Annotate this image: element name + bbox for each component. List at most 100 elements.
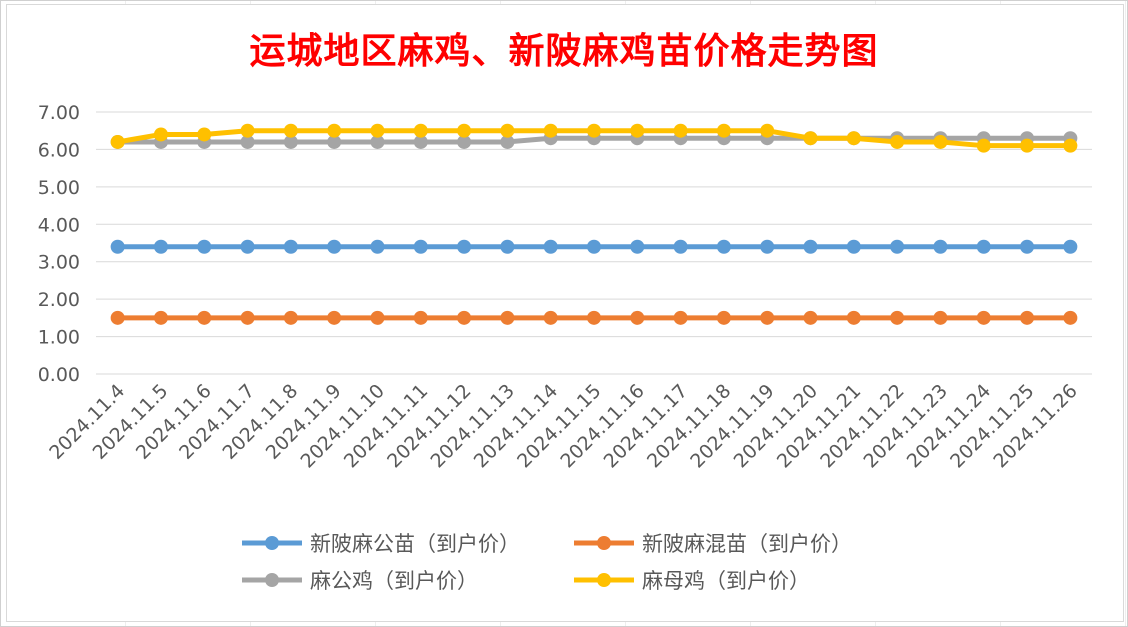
data-point <box>197 239 212 254</box>
y-tick-label: 2.00 <box>38 289 80 311</box>
data-point <box>673 310 688 325</box>
data-point <box>630 239 645 254</box>
y-tick-label: 4.00 <box>38 214 80 236</box>
data-point <box>760 310 775 325</box>
legend: 新陂麻公苗（到户价） 新陂麻混苗（到户价） 麻公鸡（到户价） 麻母鸡（到户价） <box>242 532 852 593</box>
data-point <box>933 134 948 149</box>
legend-entry: 麻公鸡（到户价） <box>242 569 478 593</box>
legend-swatch-marker <box>597 573 611 587</box>
data-point <box>500 134 515 149</box>
data-point <box>630 310 645 325</box>
data-point <box>716 239 731 254</box>
data-point <box>803 310 818 325</box>
y-tick-label: 0.00 <box>38 364 80 386</box>
y-tick-label: 3.00 <box>38 252 80 274</box>
data-point <box>197 310 212 325</box>
data-point <box>240 239 255 254</box>
data-point <box>760 239 775 254</box>
data-point <box>673 123 688 138</box>
data-point <box>457 310 472 325</box>
data-point <box>587 310 601 325</box>
data-point <box>846 239 861 254</box>
data-point <box>803 239 818 254</box>
data-point <box>110 310 125 325</box>
legend-label: 麻母鸡（到户价） <box>642 569 810 593</box>
data-point <box>413 239 428 254</box>
data-point <box>240 123 255 138</box>
data-point <box>716 310 731 325</box>
data-point <box>1063 310 1078 325</box>
data-point <box>283 134 298 149</box>
data-point <box>413 310 428 325</box>
data-point <box>153 310 168 325</box>
data-point <box>976 239 991 254</box>
data-point <box>543 123 558 138</box>
data-point <box>500 310 515 325</box>
legend-swatch-marker <box>265 536 279 550</box>
data-point <box>240 134 255 149</box>
series-lines <box>110 123 1078 325</box>
data-point <box>543 239 558 254</box>
data-point <box>1063 138 1078 153</box>
data-point <box>500 239 515 254</box>
data-point <box>846 310 861 325</box>
series-0 <box>110 239 1078 254</box>
y-tick-label: 6.00 <box>38 139 80 161</box>
legend-entry: 新陂麻混苗（到户价） <box>574 532 852 556</box>
data-point <box>327 123 342 138</box>
data-point <box>110 239 125 254</box>
data-point <box>370 310 385 325</box>
legend-entry: 麻母鸡（到户价） <box>574 569 810 593</box>
data-point <box>153 127 168 142</box>
data-point <box>370 239 385 254</box>
data-point <box>587 123 601 138</box>
data-point <box>283 310 298 325</box>
data-point <box>933 239 948 254</box>
data-point <box>543 310 558 325</box>
data-point <box>240 310 255 325</box>
data-point <box>197 127 212 142</box>
data-point <box>587 239 601 254</box>
data-point <box>413 123 428 138</box>
data-point <box>976 310 991 325</box>
gridlines <box>96 111 1092 375</box>
data-point <box>457 134 472 149</box>
series-3 <box>110 123 1078 153</box>
legend-swatch-marker <box>597 536 611 550</box>
data-point <box>413 134 428 149</box>
y-tick-label: 1.00 <box>38 327 80 349</box>
data-point <box>760 123 775 138</box>
data-point <box>1020 138 1035 153</box>
legend-label: 新陂麻公苗（到户价） <box>310 532 520 556</box>
data-point <box>1063 239 1078 254</box>
legend-swatch-marker <box>265 573 279 587</box>
legend-entry: 新陂麻公苗（到户价） <box>242 532 520 556</box>
data-point <box>1020 310 1035 325</box>
data-point <box>327 310 342 325</box>
data-point <box>890 310 905 325</box>
data-point <box>630 123 645 138</box>
series-1 <box>110 310 1078 325</box>
data-point <box>933 310 948 325</box>
data-point <box>370 123 385 138</box>
data-point <box>890 239 905 254</box>
data-point <box>327 134 342 149</box>
data-point <box>153 239 168 254</box>
data-point <box>716 123 731 138</box>
data-point <box>1020 239 1035 254</box>
data-point <box>976 138 991 153</box>
data-point <box>370 134 385 149</box>
data-point <box>327 239 342 254</box>
legend-label: 麻公鸡（到户价） <box>310 569 478 593</box>
chart-title: 运城地区麻鸡、新陂麻鸡苗价格走势图 <box>249 30 879 72</box>
data-point <box>283 123 298 138</box>
data-point <box>890 134 905 149</box>
y-tick-label: 7.00 <box>38 102 80 124</box>
data-point <box>803 131 818 146</box>
data-point <box>283 239 298 254</box>
y-tick-label: 5.00 <box>38 177 80 199</box>
data-point <box>457 123 472 138</box>
data-point <box>846 131 861 146</box>
data-point <box>673 239 688 254</box>
